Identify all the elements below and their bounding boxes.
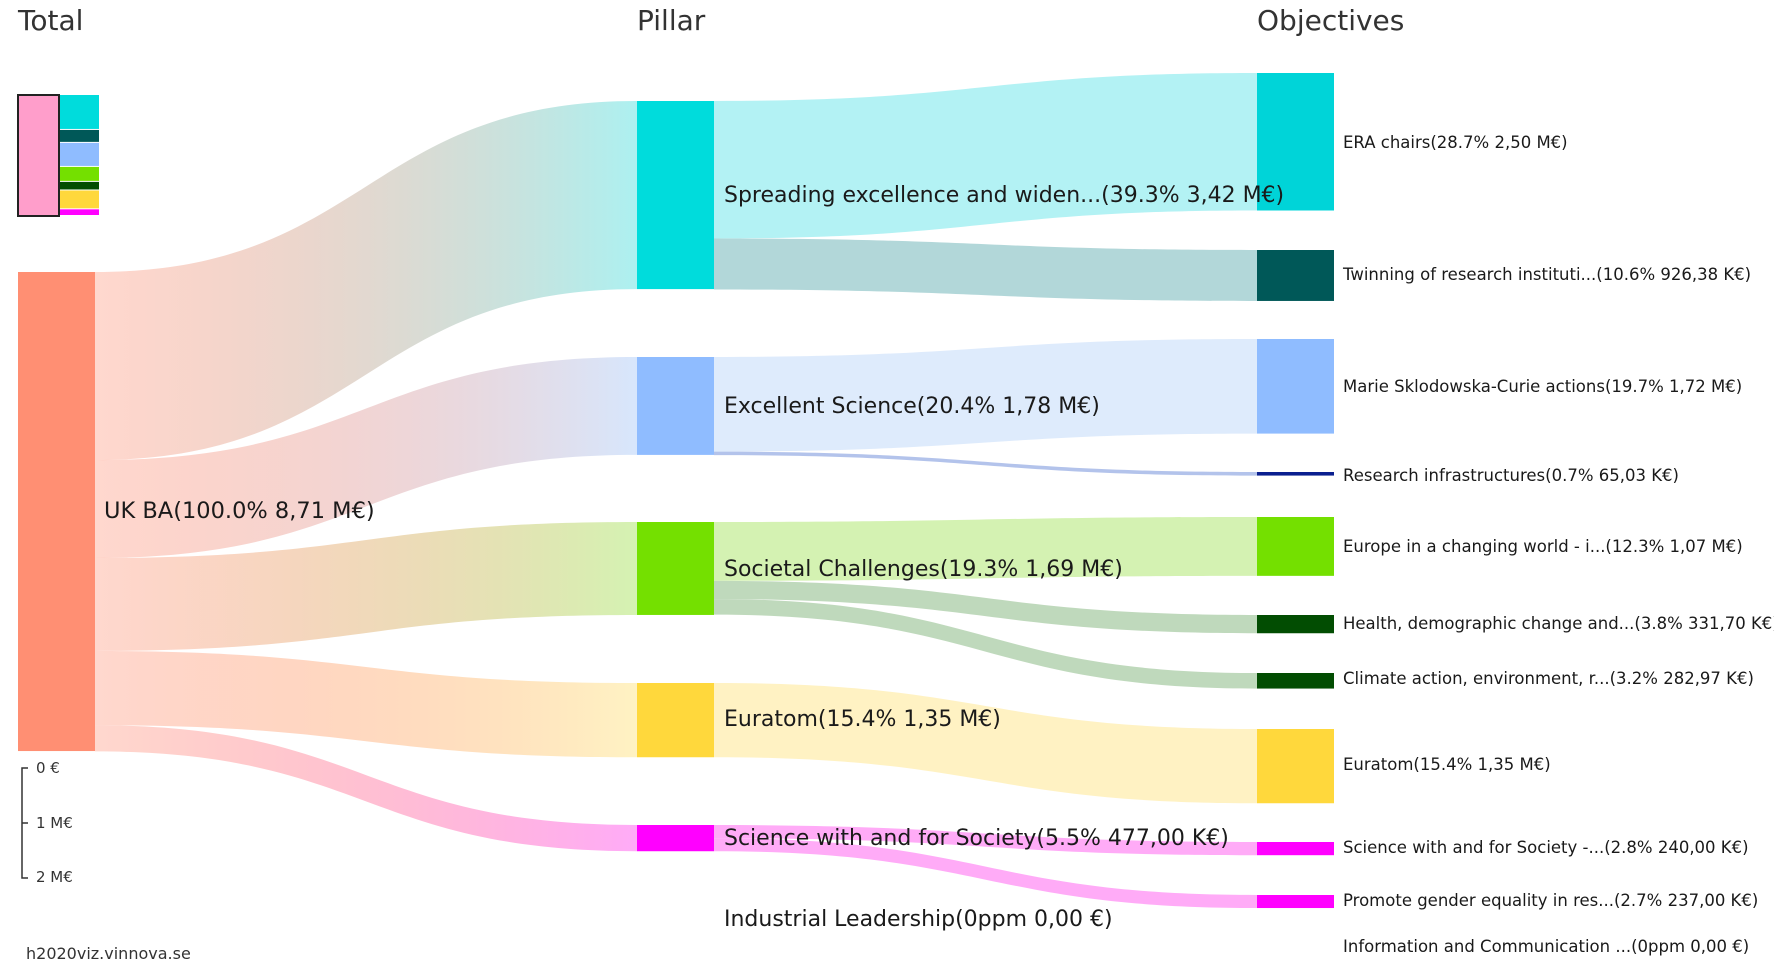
link-source-to-pillar[interactable] bbox=[95, 650, 637, 758]
minimap-segment bbox=[60, 142, 99, 166]
objective-label-europe-changing-world: Europe in a changing world - i...(12.3% … bbox=[1343, 537, 1743, 556]
link-source-to-pillar[interactable] bbox=[95, 101, 637, 461]
column-header-objectives: Objectives bbox=[1257, 4, 1405, 37]
minimap-segment bbox=[60, 181, 99, 190]
link-pillar-to-objective[interactable] bbox=[714, 838, 1257, 909]
column-header-pillar: Pillar bbox=[637, 4, 706, 37]
objective-node-twinning[interactable] bbox=[1257, 250, 1334, 301]
objective-label-era-chairs: ERA chairs(28.7% 2,50 M€) bbox=[1343, 133, 1568, 152]
objective-node-health[interactable] bbox=[1257, 615, 1334, 634]
link-pillar-to-objective[interactable] bbox=[714, 580, 1257, 634]
link-pillar-to-objective[interactable] bbox=[714, 238, 1257, 301]
source-node-uk-ba[interactable] bbox=[18, 272, 95, 752]
link-pillar-to-objective[interactable] bbox=[714, 683, 1257, 804]
pillar-label-industrial-leadership: Industrial Leadership(0ppm 0,00 €) bbox=[724, 907, 1113, 932]
pillar-label-societal-challenges: Societal Challenges(19.3% 1,69 M€) bbox=[724, 557, 1123, 582]
link-source-to-pillar[interactable] bbox=[95, 725, 637, 852]
link-source-to-pillar[interactable] bbox=[95, 522, 637, 651]
objective-label-msca: Marie Sklodowska-Curie actions(19.7% 1,7… bbox=[1343, 377, 1743, 396]
source-node-label: UK BA(100.0% 8,71 M€) bbox=[104, 498, 375, 524]
objective-label-health: Health, demographic change and...(3.8% 3… bbox=[1343, 614, 1774, 633]
minimap-segment bbox=[60, 209, 99, 215]
sankey-nodes bbox=[18, 73, 1334, 909]
objective-node-climate[interactable] bbox=[1257, 673, 1334, 689]
objective-label-euratom: Euratom(15.4% 1,35 M€) bbox=[1343, 755, 1551, 774]
objective-node-swafs_obj[interactable] bbox=[1257, 842, 1334, 856]
minimap-segment bbox=[60, 190, 99, 209]
objective-node-gender[interactable] bbox=[1257, 895, 1334, 909]
pillar-node-excellent[interactable] bbox=[637, 357, 714, 455]
link-pillar-to-objective[interactable] bbox=[714, 599, 1257, 689]
objective-label-gender-equality: Promote gender equality in res...(2.7% 2… bbox=[1343, 891, 1759, 910]
pillar-label-excellent-science: Excellent Science(20.4% 1,78 M€) bbox=[724, 394, 1100, 419]
link-pillar-to-objective[interactable] bbox=[714, 451, 1257, 476]
pillar-node-swafs[interactable] bbox=[637, 825, 714, 852]
pillar-label-spreading: Spreading excellence and widen...(39.3% … bbox=[724, 183, 1285, 208]
sankey-links bbox=[95, 73, 1257, 909]
link-pillar-to-objective[interactable] bbox=[714, 517, 1257, 581]
pillar-node-euratom[interactable] bbox=[637, 683, 714, 758]
pillar-label-euratom: Euratom(15.4% 1,35 M€) bbox=[724, 707, 1001, 732]
objective-node-euratom_obj[interactable] bbox=[1257, 729, 1334, 804]
link-pillar-to-objective[interactable] bbox=[714, 73, 1257, 239]
objective-label-twinning: Twinning of research instituti...(10.6% … bbox=[1343, 265, 1752, 284]
minimap-segment bbox=[60, 95, 99, 129]
objective-node-europe[interactable] bbox=[1257, 517, 1334, 576]
objective-label-swafs: Science with and for Society -...(2.8% 2… bbox=[1343, 838, 1749, 857]
value-scale bbox=[21, 767, 28, 879]
column-header-total: Total bbox=[18, 4, 84, 37]
minimap-viewport[interactable] bbox=[17, 94, 60, 217]
objective-node-era[interactable] bbox=[1257, 73, 1334, 211]
pillar-node-societal[interactable] bbox=[637, 522, 714, 615]
minimap[interactable] bbox=[17, 94, 99, 217]
footer-site-link[interactable]: h2020viz.vinnova.se bbox=[26, 944, 191, 963]
scale-tick-label: 0 € bbox=[36, 759, 60, 777]
scale-tick-label: 1 M€ bbox=[36, 814, 73, 832]
minimap-segment bbox=[60, 166, 99, 181]
objective-label-research-infrastructures: Research infrastructures(0.7% 65,03 K€) bbox=[1343, 466, 1679, 485]
link-source-to-pillar[interactable] bbox=[95, 357, 637, 558]
objective-label-ict: Information and Communication ...(0ppm 0… bbox=[1343, 937, 1750, 956]
objective-label-climate-action: Climate action, environment, r...(3.2% 2… bbox=[1343, 669, 1754, 688]
objective-node-msca[interactable] bbox=[1257, 339, 1334, 434]
pillar-node-spreading[interactable] bbox=[637, 101, 714, 290]
pillar-label-science-with-society: Science with and for Society(5.5% 477,00… bbox=[724, 826, 1229, 851]
objective-node-infra[interactable] bbox=[1257, 472, 1334, 476]
minimap-segment bbox=[60, 129, 99, 142]
link-pillar-to-objective[interactable] bbox=[714, 825, 1257, 856]
link-pillar-to-objective[interactable] bbox=[714, 339, 1257, 452]
scale-tick-label: 2 M€ bbox=[36, 868, 73, 886]
